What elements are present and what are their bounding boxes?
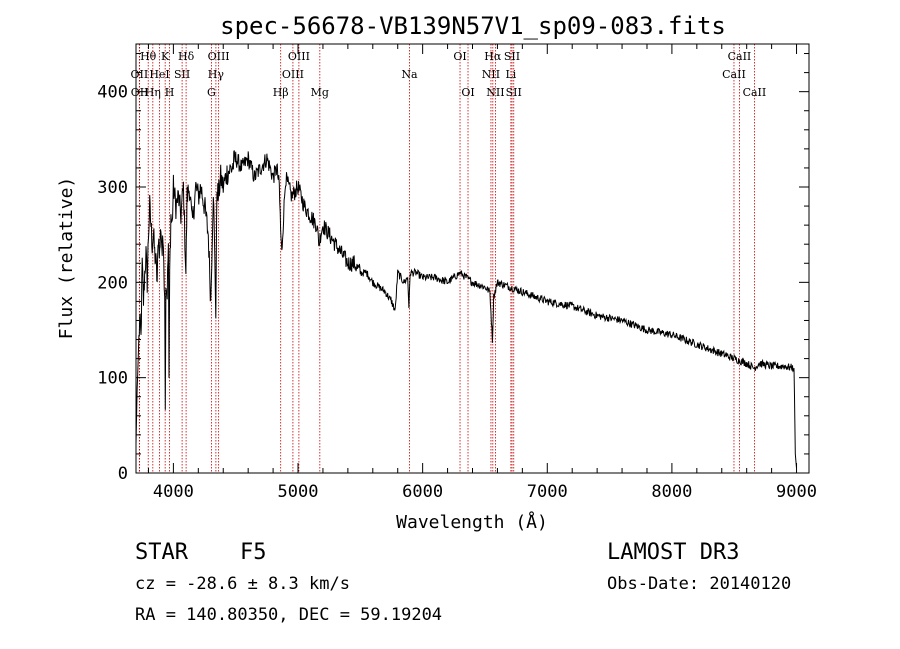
spectral-line-label: Hβ bbox=[273, 86, 289, 99]
plot-frame bbox=[135, 43, 810, 474]
spectral-line-label: OIII bbox=[288, 50, 310, 63]
spectral-line-label: Hδ bbox=[178, 50, 195, 63]
y-tick-label: 300 bbox=[97, 178, 128, 198]
y-tick-label: 200 bbox=[97, 273, 128, 293]
y-tick-label: 0 bbox=[118, 464, 128, 484]
x-tick-label: 8000 bbox=[651, 482, 692, 502]
spectral-line-label: OII bbox=[131, 86, 149, 99]
y-tick-label: 100 bbox=[97, 369, 128, 389]
spectral-line-label: SII bbox=[506, 86, 522, 99]
spectral-line-markers bbox=[138, 44, 755, 473]
spectral-line-label: OIII bbox=[208, 50, 230, 63]
redshift-cz: cz = -28.6 ± 8.3 km/s bbox=[135, 574, 350, 594]
spectral-line-label: Hθ bbox=[140, 50, 157, 63]
spectral-line-label: HeI bbox=[149, 68, 169, 81]
spectral-line-label: Li bbox=[505, 68, 516, 81]
spectral-line-label: Mg bbox=[311, 86, 329, 99]
x-tick-label: 6000 bbox=[402, 482, 443, 502]
spectral-line-label: Hγ bbox=[208, 68, 225, 81]
x-tick-label: 5000 bbox=[278, 482, 319, 502]
spectral-line-label: CaII bbox=[743, 86, 767, 99]
spectral-line-label: NII bbox=[486, 86, 504, 99]
x-tick-label: 4000 bbox=[153, 482, 194, 502]
spectral-line-label: G bbox=[207, 86, 216, 99]
spectral-line-label: OI bbox=[461, 86, 474, 99]
spectral-line-label: OI bbox=[453, 50, 466, 63]
object-class: STAR bbox=[135, 540, 189, 565]
spectrum-series-line bbox=[135, 150, 797, 469]
spectral-line-label: SII bbox=[174, 68, 190, 81]
spectral-line-label: CaII bbox=[728, 50, 752, 63]
ra-dec: RA = 140.80350, DEC = 59.19204 bbox=[135, 605, 442, 625]
survey-name: LAMOST DR3 bbox=[607, 540, 739, 565]
spectral-line-label: H bbox=[165, 86, 175, 99]
spectral-line-label: K bbox=[161, 50, 170, 63]
spectral-line-label: Hη bbox=[145, 86, 161, 99]
spectral-line-label: Hα bbox=[484, 50, 502, 63]
x-tick-label: 7000 bbox=[527, 482, 568, 502]
spectral-line-label: SII bbox=[504, 50, 520, 63]
y-axis-ticks: 0 100 200 300 400 bbox=[97, 53, 809, 484]
spectral-line-labels: Hθ OII OII K HeI Hη SII H Hδ OIII Hγ G OIII OIII Hβ Mg N… bbox=[131, 50, 767, 99]
x-axis-ticks: 4000 5000 6000 7000 8000 9000 bbox=[147, 44, 817, 502]
spectral-line-label: NII bbox=[482, 68, 500, 81]
spectral-line-label: OIII bbox=[282, 68, 304, 81]
x-tick-label: 9000 bbox=[776, 482, 817, 502]
y-tick-label: 400 bbox=[97, 83, 128, 103]
chart-title: spec-56678-VB139N57V1_sp09-083.fits bbox=[220, 12, 726, 40]
spectral-line-label: CaII bbox=[722, 68, 746, 81]
obs-date: Obs-Date: 20140120 bbox=[607, 574, 791, 594]
x-axis-label: Wavelength (Å) bbox=[396, 511, 548, 533]
y-axis-label: Flux (relative) bbox=[56, 177, 77, 340]
object-subclass: F5 bbox=[240, 540, 267, 565]
spectral-line-label: OII bbox=[131, 68, 149, 81]
spectral-line-label: Na bbox=[401, 68, 418, 81]
